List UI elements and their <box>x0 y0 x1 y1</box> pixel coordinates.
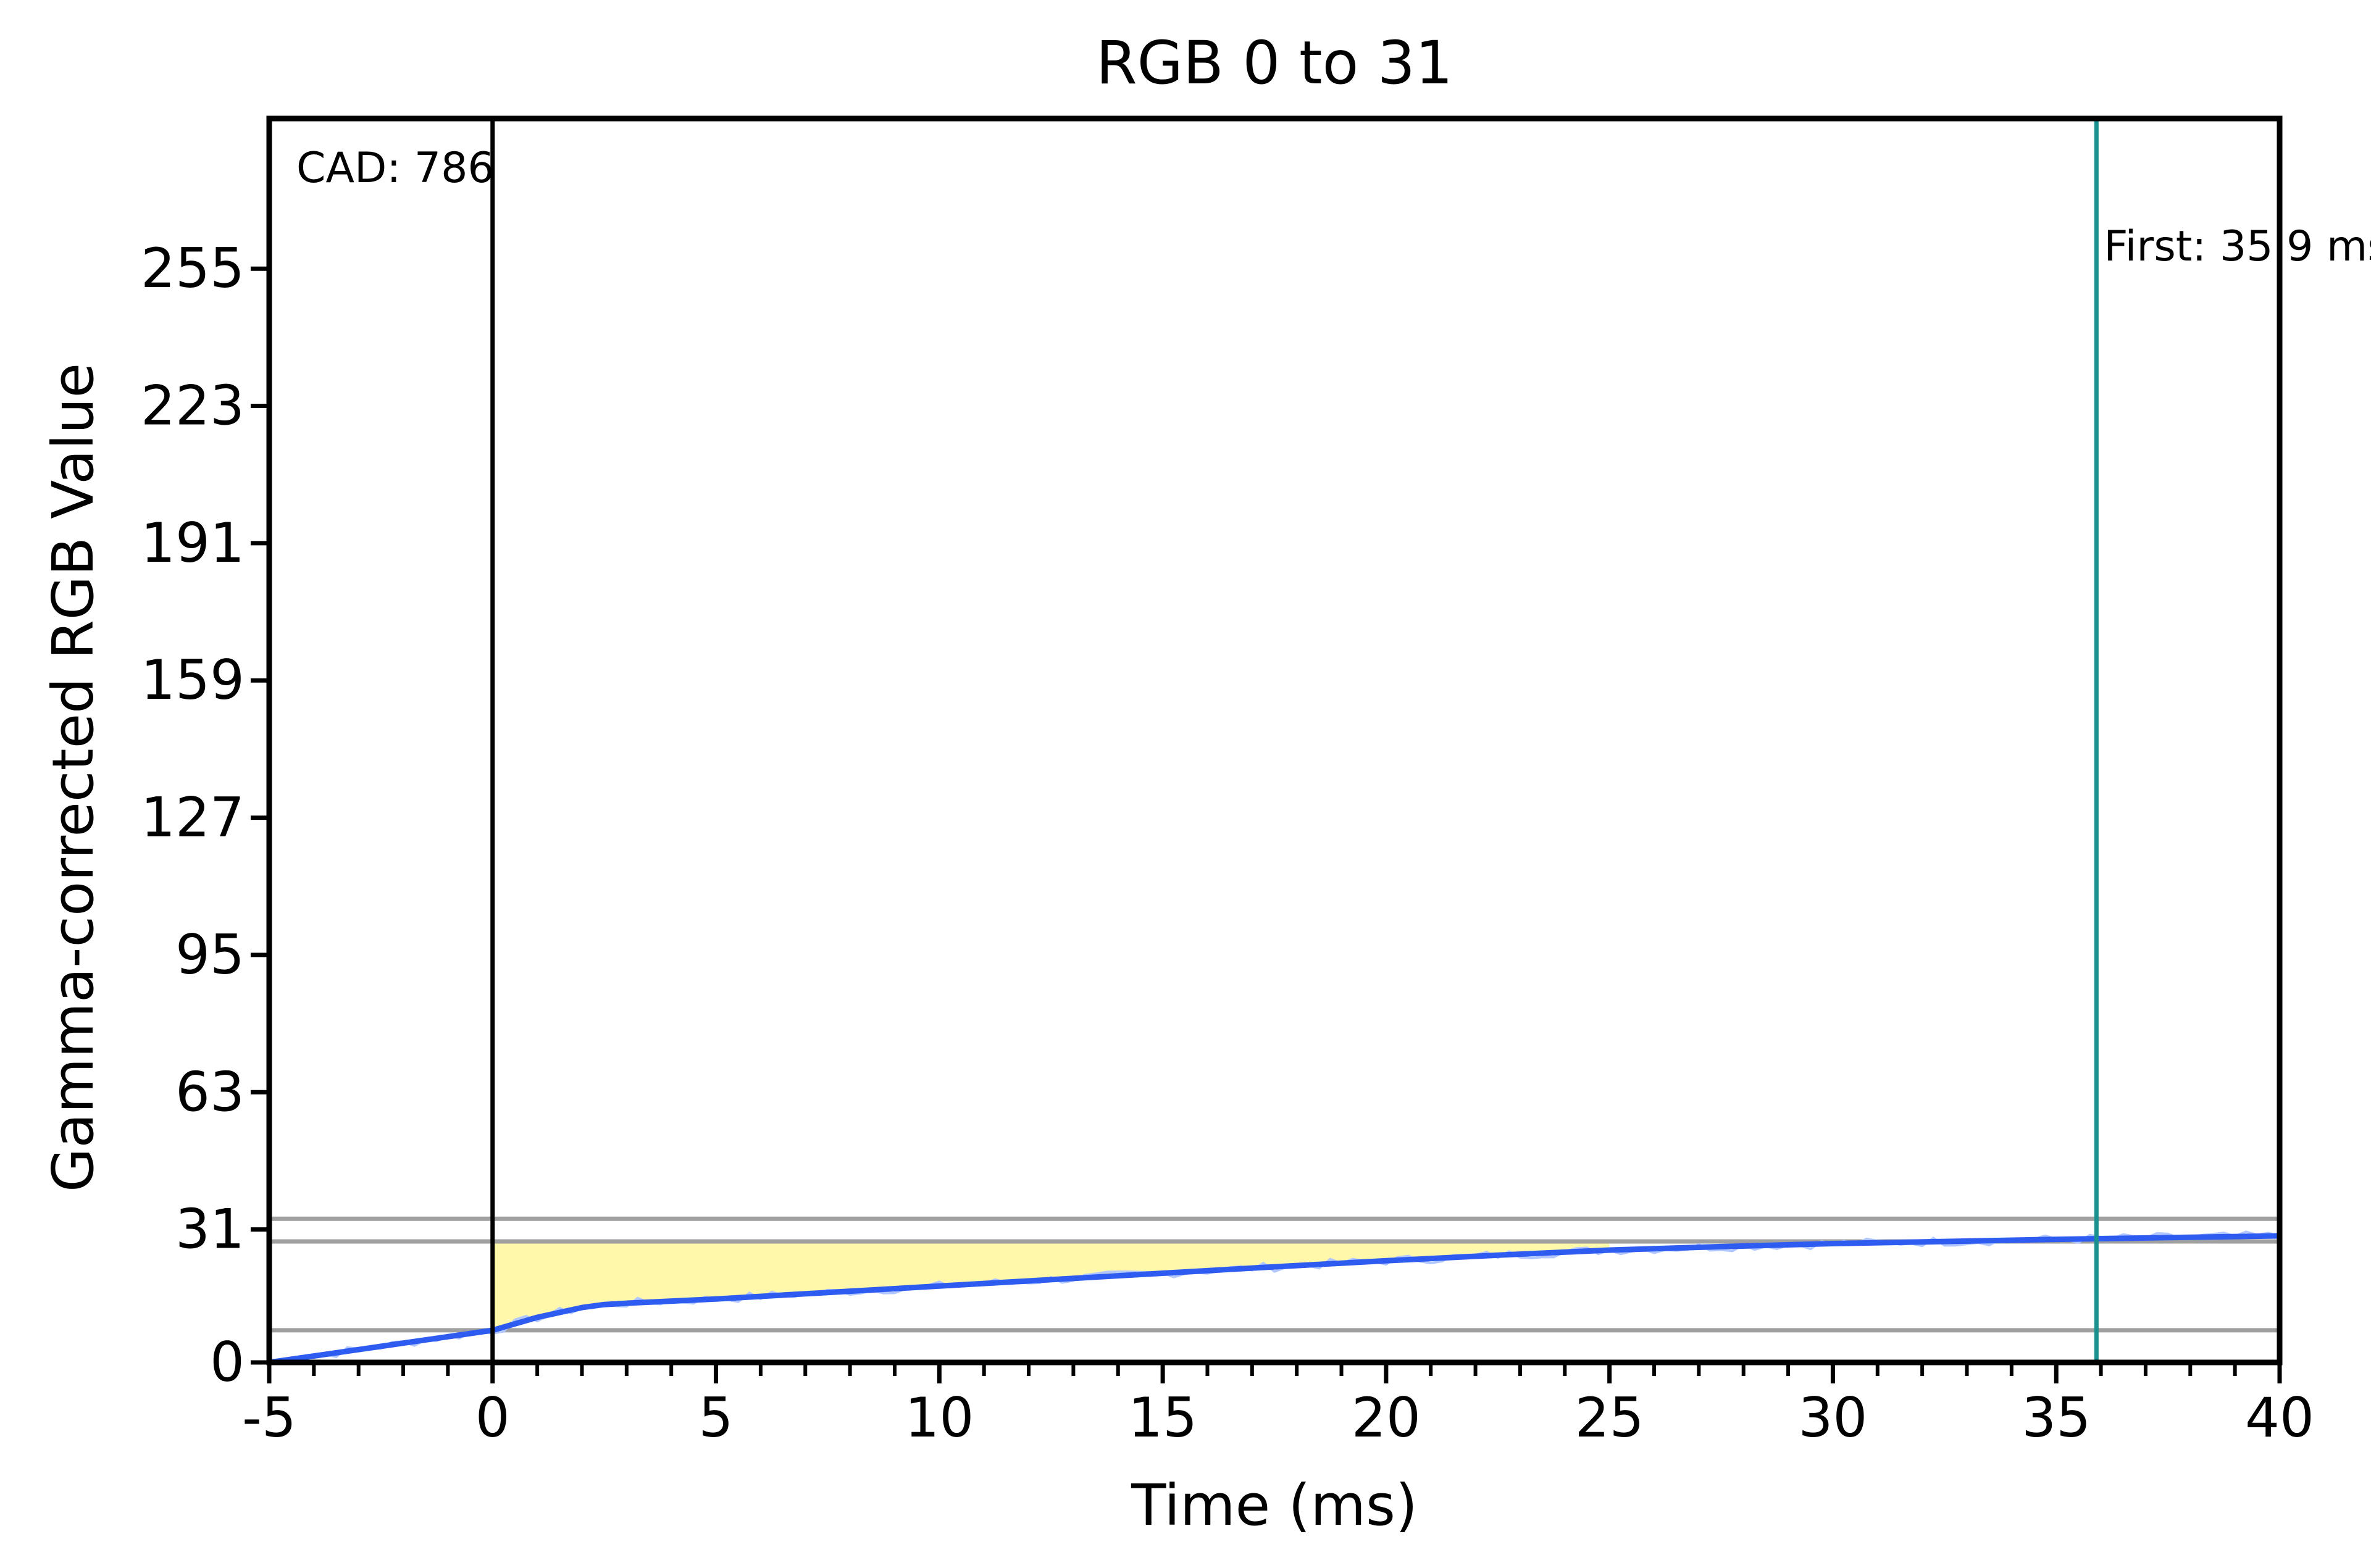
y-axis-label: Gamma-corrected RGB Value <box>40 363 106 1192</box>
chart-title: RGB 0 to 31 <box>1096 28 1453 98</box>
x-tick-label: 0 <box>475 1386 510 1449</box>
annotations-group: CAD: 786 First: 35.9 ms <box>296 144 2371 271</box>
x-tick-label: -5 <box>242 1386 296 1449</box>
y-tick-label: 223 <box>141 374 245 438</box>
plot-frame <box>266 115 2283 1366</box>
x-tick-label: 25 <box>1575 1386 1644 1449</box>
x-tick-label: 15 <box>1128 1386 1197 1449</box>
x-tick-label: 40 <box>2245 1386 2314 1449</box>
x-tick-label: 30 <box>1798 1386 1867 1449</box>
cad-label: CAD: 786 <box>296 144 495 193</box>
y-tick-label: 191 <box>141 511 245 575</box>
y-tick-label: 127 <box>141 786 245 849</box>
y-tick-label: 0 <box>210 1330 245 1394</box>
x-tick-label: 10 <box>905 1386 974 1449</box>
x-tick-label: 5 <box>699 1386 734 1449</box>
y-tick-label: 63 <box>175 1060 245 1124</box>
first-label: First: 35.9 ms <box>2104 222 2371 271</box>
shaded-region <box>492 1241 1610 1330</box>
series-group <box>269 1230 2280 1366</box>
series-line <box>269 1233 2280 1366</box>
x-tick-label: 35 <box>2022 1386 2091 1449</box>
y-tick-label: 159 <box>141 648 245 712</box>
y-axis-ticks: 0 31 63 95 127 159 191 223 255 <box>141 236 269 1394</box>
y-tick-label: 95 <box>175 923 245 986</box>
x-tick-label: 20 <box>1352 1386 1421 1449</box>
y-tick-label: 31 <box>175 1198 245 1261</box>
marker-lines-group <box>490 119 2099 1362</box>
x-axis-ticks: -5 0 5 10 15 20 25 30 35 40 <box>242 1362 2314 1449</box>
y-tick-label: 255 <box>141 236 245 300</box>
x-axis-label: Time (ms) <box>1131 1472 1418 1538</box>
shaded-region-group <box>492 1241 1610 1330</box>
